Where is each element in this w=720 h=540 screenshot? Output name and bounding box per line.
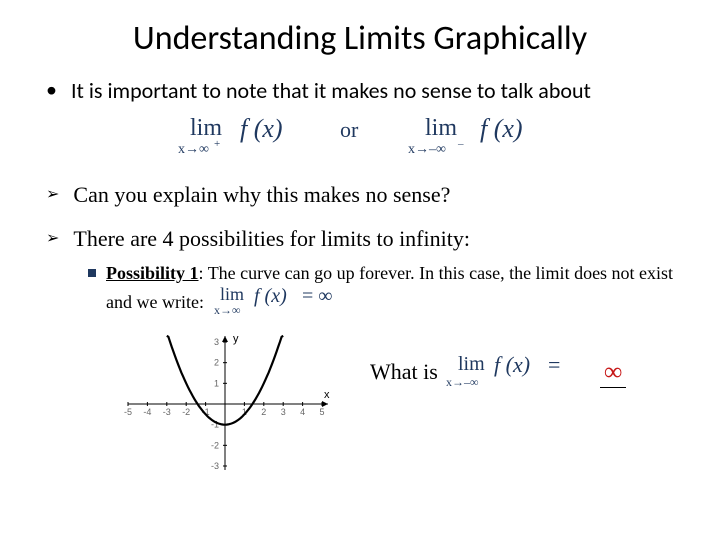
bullet-1-text: It is important to note that it makes no…: [71, 77, 591, 105]
fx-1: f (x): [240, 114, 283, 143]
square-bullet-icon: [88, 269, 96, 277]
arrow-icon: ➢: [46, 182, 59, 208]
possibility-1-row: Possibility 1: The curve can go up forev…: [88, 262, 690, 321]
svg-text:lim: lim: [220, 284, 244, 304]
what-is-question: What is lim x→–∞ f (x) = ∞: [340, 324, 690, 392]
what-is-label: What is: [370, 359, 438, 385]
lim-sub2: x→–∞: [408, 142, 446, 157]
svg-text:3: 3: [281, 407, 286, 417]
svg-text:2: 2: [214, 358, 219, 368]
arrow-1-text: Can you explain why this makes no sense?: [73, 182, 450, 208]
arrow-icon: ➢: [46, 226, 59, 252]
or-text: or: [340, 117, 359, 142]
svg-text:f (x): f (x): [494, 352, 530, 377]
svg-text:-4: -4: [143, 407, 151, 417]
svg-text:-2: -2: [211, 440, 219, 450]
bullet-1: • It is important to note that it makes …: [30, 77, 690, 105]
equation-nonsense-limits: lim x→∞ + f (x) or lim x→–∞ – f (x): [30, 111, 690, 168]
possibility-1-text: Possibility 1: The curve can go up forev…: [106, 262, 690, 321]
svg-text:x→–∞: x→–∞: [446, 375, 479, 389]
arrow-2-text: There are 4 possibilities for limits to …: [73, 226, 470, 252]
slide-title: Understanding Limits Graphically: [30, 18, 690, 59]
lim-text-2: lim: [425, 115, 457, 141]
answer-infinity: ∞: [600, 357, 627, 388]
lim-sub1: x→∞: [178, 142, 209, 157]
fx-2: f (x): [480, 114, 523, 143]
bullet-dot-icon: •: [46, 77, 57, 103]
svg-text:-3: -3: [211, 461, 219, 471]
svg-text:= ∞: = ∞: [302, 285, 333, 307]
svg-text:2: 2: [261, 407, 266, 417]
svg-text:5: 5: [319, 407, 324, 417]
svg-text:x→∞: x→∞: [214, 303, 241, 317]
svg-text:y: y: [233, 333, 239, 345]
parabola-graph: -5-4-3-2-112345-3-2-1123xy: [110, 324, 340, 489]
arrow-bullet-1: ➢ Can you explain why this makes no sens…: [30, 182, 690, 208]
svg-text:3: 3: [214, 337, 219, 347]
lim-sub1-plus: +: [214, 138, 220, 150]
svg-text:1: 1: [214, 378, 219, 388]
arrow-bullet-2: ➢ There are 4 possibilities for limits t…: [30, 226, 690, 252]
possibility-label: Possibility 1: [106, 263, 199, 283]
lim-sub2-minus: –: [457, 138, 464, 150]
svg-text:-3: -3: [163, 407, 171, 417]
svg-text:lim: lim: [458, 353, 485, 375]
svg-text:4: 4: [300, 407, 305, 417]
svg-text:-2: -2: [182, 407, 190, 417]
svg-text:f (x): f (x): [254, 285, 287, 307]
svg-text:x: x: [324, 389, 330, 401]
svg-text:=: =: [548, 352, 560, 377]
svg-text:-5: -5: [124, 407, 132, 417]
limit-neg-inf-expr: lim x→–∞ f (x) =: [446, 352, 596, 392]
